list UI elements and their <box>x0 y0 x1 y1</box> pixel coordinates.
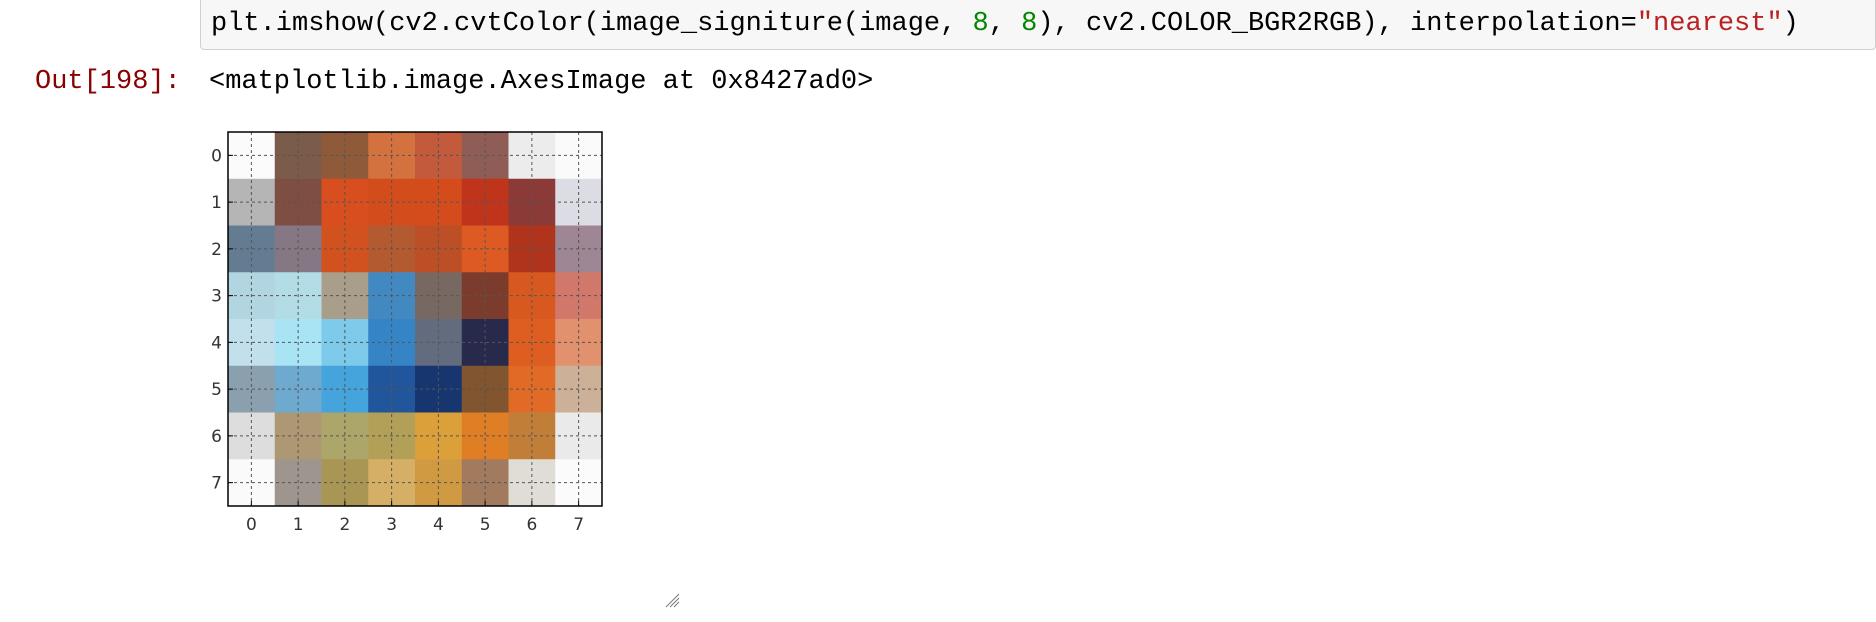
code-token: 8 <box>1021 9 1037 39</box>
code-input-cell[interactable]: plt.imshow(cv2.cvtColor(image_signiture(… <box>200 0 1876 50</box>
heatmap-cells <box>228 132 603 507</box>
code-token: ), cv2.COLOR_BGR2RGB), interpolation= <box>1037 9 1637 39</box>
x-tick-label: 3 <box>386 515 397 535</box>
x-tick-label: 2 <box>339 515 350 535</box>
y-tick-label: 2 <box>211 240 222 260</box>
code-token: ) <box>1783 9 1799 39</box>
x-tick-label: 6 <box>526 515 537 535</box>
y-tick-label: 3 <box>211 287 222 307</box>
y-tick-label: 7 <box>211 474 222 494</box>
axes-group: 0 1 2 3 4 5 6 7 0 1 2 3 4 5 6 7 <box>211 132 602 535</box>
y-tick-label: 0 <box>211 146 222 166</box>
y-tick-label: 5 <box>211 380 222 400</box>
image-plot: 0 1 2 3 4 5 6 7 0 1 2 3 4 5 6 7 <box>190 120 710 620</box>
code-line[interactable]: plt.imshow(cv2.cvtColor(image_signiture(… <box>211 6 1799 42</box>
x-tick-label: 7 <box>573 515 584 535</box>
code-token: 8 <box>973 9 989 39</box>
resize-grip-icon[interactable] <box>664 592 680 608</box>
code-token: , <box>989 9 1021 39</box>
y-tick-label: 4 <box>211 333 222 353</box>
output-prompt: Out[198]: <box>35 64 181 100</box>
y-tick-label: 1 <box>211 193 222 213</box>
code-token: plt.imshow(cv2.cvtColor(image_signiture(… <box>211 9 973 39</box>
x-tick-label: 1 <box>293 515 304 535</box>
y-tick-label: 6 <box>211 427 222 447</box>
code-token: "nearest" <box>1637 9 1783 39</box>
x-tick-label: 5 <box>480 515 491 535</box>
output-text: <matplotlib.image.AxesImage at 0x8427ad0… <box>209 64 873 100</box>
x-tick-label: 4 <box>433 515 444 535</box>
x-tick-label: 0 <box>246 515 257 535</box>
